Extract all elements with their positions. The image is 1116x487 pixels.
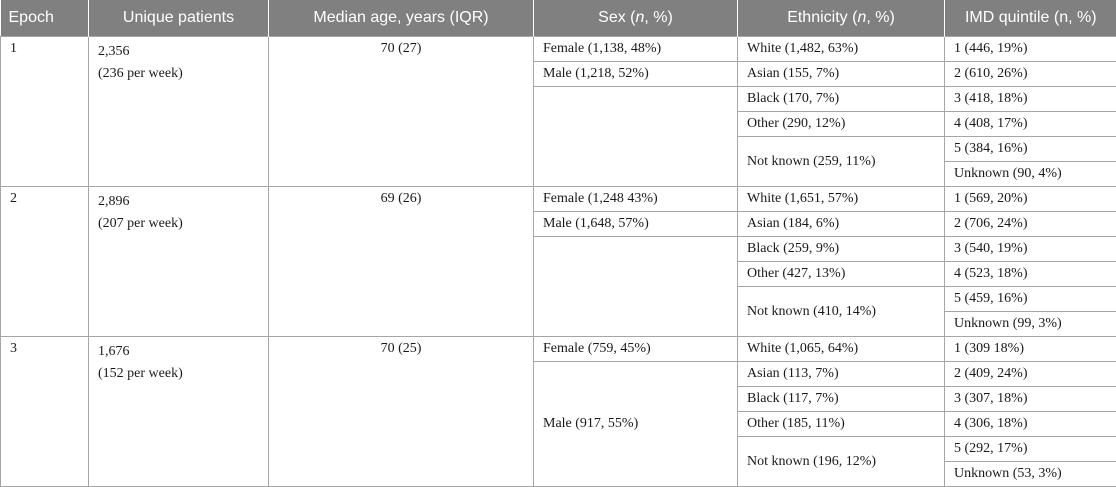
- patients-count: 2,356: [98, 41, 259, 63]
- imd-cell: 4 (408, 17%): [945, 112, 1116, 137]
- table-body: 1 2,356(236 per week) 70 (27) Female (1,…: [1, 37, 1116, 487]
- ethnicity-cell: White (1,651, 57%): [738, 187, 945, 212]
- header-epoch: Epoch: [1, 0, 89, 37]
- imd-cell: 3 (418, 18%): [945, 87, 1116, 112]
- header-ethnicity-label: Ethnicity (: [787, 9, 857, 26]
- patients-per-week: (207 per week): [98, 213, 259, 235]
- imd-cell: 2 (706, 24%): [945, 212, 1116, 237]
- ethnicity-cell: Not known (196, 12%): [738, 437, 945, 487]
- ethnicity-cell: Not known (410, 14%): [738, 287, 945, 337]
- sex-cell: Female (1,248 43%): [534, 187, 738, 212]
- patients-cell: 2,896(207 per week): [89, 187, 269, 337]
- sex-empty-cell: [534, 237, 738, 337]
- epoch-cell: 3: [1, 337, 89, 487]
- table-row: 3 1,676(152 per week) 70 (25) Female (75…: [1, 337, 1116, 362]
- epoch-cell: 2: [1, 187, 89, 337]
- imd-cell: 3 (307, 18%): [945, 387, 1116, 412]
- table-header: Epoch Unique patients Median age, years …: [1, 0, 1116, 37]
- patients-cell: 2,356(236 per week): [89, 37, 269, 187]
- ethnicity-cell: Asian (184, 6%): [738, 212, 945, 237]
- patients-count: 2,896: [98, 191, 259, 213]
- header-imd-quintile: IMD quintile (n, %): [945, 0, 1116, 37]
- median-age-cell: 70 (27): [269, 37, 534, 187]
- ethnicity-cell: Asian (113, 7%): [738, 362, 945, 387]
- patients-cell: 1,676(152 per week): [89, 337, 269, 487]
- ethnicity-cell: Asian (155, 7%): [738, 62, 945, 87]
- imd-cell: 2 (409, 24%): [945, 362, 1116, 387]
- imd-cell: 1 (569, 20%): [945, 187, 1116, 212]
- ethnicity-cell: Other (185, 11%): [738, 412, 945, 437]
- sex-cell: Female (759, 45%): [534, 337, 738, 362]
- imd-cell: 2 (610, 26%): [945, 62, 1116, 87]
- imd-cell: Unknown (90, 4%): [945, 162, 1116, 187]
- table-row: 2 2,896(207 per week) 69 (26) Female (1,…: [1, 187, 1116, 212]
- header-sex-suffix: , %): [644, 9, 672, 26]
- sex-cell: Female (1,138, 48%): [534, 37, 738, 62]
- imd-cell: 1 (309 18%): [945, 337, 1116, 362]
- patients-per-week: (152 per week): [98, 363, 259, 385]
- imd-cell: 1 (446, 19%): [945, 37, 1116, 62]
- imd-cell: 4 (523, 18%): [945, 262, 1116, 287]
- median-age-cell: 69 (26): [269, 187, 534, 337]
- imd-cell: 5 (292, 17%): [945, 437, 1116, 462]
- sex-cell: Male (1,648, 57%): [534, 212, 738, 237]
- patients-count: 1,676: [98, 341, 259, 363]
- ethnicity-cell: White (1,482, 63%): [738, 37, 945, 62]
- imd-cell: 4 (306, 18%): [945, 412, 1116, 437]
- header-sex-label: Sex (: [598, 9, 635, 26]
- table-row: 1 2,356(236 per week) 70 (27) Female (1,…: [1, 37, 1116, 62]
- ethnicity-cell: Black (117, 7%): [738, 387, 945, 412]
- median-age-cell: 70 (25): [269, 337, 534, 487]
- ethnicity-cell: White (1,065, 64%): [738, 337, 945, 362]
- ethnicity-cell: Other (427, 13%): [738, 262, 945, 287]
- header-ethnicity: Ethnicity (n, %): [738, 0, 945, 37]
- header-unique-patients: Unique patients: [89, 0, 269, 37]
- header-ethnicity-n: n: [857, 9, 866, 26]
- ethnicity-cell: Black (170, 7%): [738, 87, 945, 112]
- sex-cell: Male (917, 55%): [534, 362, 738, 487]
- ethnicity-cell: Not known (259, 11%): [738, 137, 945, 187]
- header-ethnicity-suffix: , %): [866, 9, 894, 26]
- epoch-cell: 1: [1, 37, 89, 187]
- header-median-age: Median age, years (IQR): [269, 0, 534, 37]
- imd-cell: Unknown (53, 3%): [945, 462, 1116, 487]
- imd-cell: 5 (384, 16%): [945, 137, 1116, 162]
- patients-per-week: (236 per week): [98, 63, 259, 85]
- sex-cell: Male (1,218, 52%): [534, 62, 738, 87]
- header-row: Epoch Unique patients Median age, years …: [1, 0, 1116, 37]
- imd-cell: 3 (540, 19%): [945, 237, 1116, 262]
- ethnicity-cell: Black (259, 9%): [738, 237, 945, 262]
- imd-cell: 5 (459, 16%): [945, 287, 1116, 312]
- imd-cell: Unknown (99, 3%): [945, 312, 1116, 337]
- sex-empty-cell: [534, 87, 738, 187]
- ethnicity-cell: Other (290, 12%): [738, 112, 945, 137]
- header-sex: Sex (n, %): [534, 0, 738, 37]
